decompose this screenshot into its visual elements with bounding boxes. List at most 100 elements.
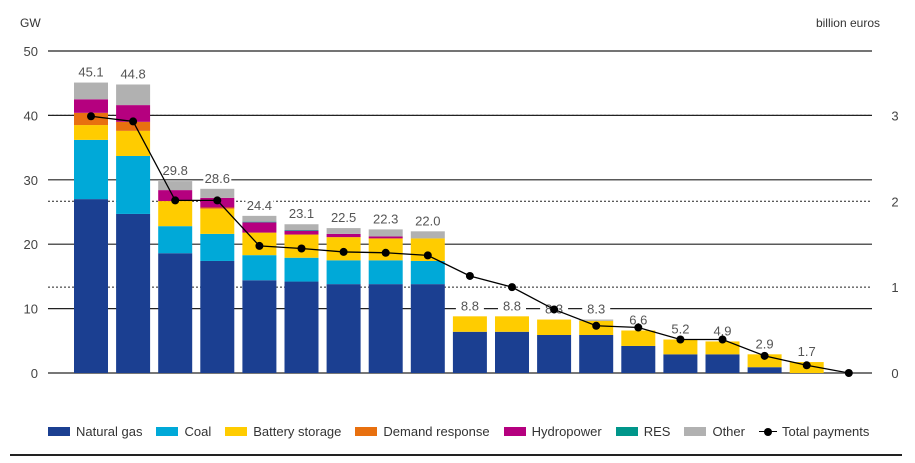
bar-segment-other [368,229,403,237]
legend-label: RES [643,424,671,439]
bar-segment-coal [326,260,361,285]
bar-segment-natural-gas [284,281,319,373]
bar-segment-other [326,228,361,234]
total-payments-point [465,271,474,280]
bar-segment-hydropower [284,230,319,235]
y-tick-label: 50 [24,44,38,59]
bar-total-label: 44.8 [120,66,145,81]
legend-swatch [503,427,526,436]
bar-segment-other [116,84,151,106]
bar-segment-natural-gas [452,331,487,373]
total-payments-point [87,112,95,121]
y2-tick-label: 2 [891,194,898,209]
legend-swatch [225,427,248,436]
bar-total-label: 22.5 [331,210,356,225]
legend-label: Coal [184,424,212,439]
bar-total-label: 8.8 [461,298,479,313]
bar-segment-battery-storage [537,319,572,336]
bar-segment-natural-gas [747,367,782,373]
bar-segment-battery-storage [621,330,656,346]
line-marker-icon [758,427,777,437]
bar-total-label: 6.6 [629,312,647,327]
y-tick-label: 30 [24,173,38,188]
bar-segment-natural-gas [116,213,151,373]
bar-segment-coal [116,155,151,214]
legend-label: Other [712,424,745,439]
legend-label: Hydropower [531,424,602,439]
bar-total-label: 8.8 [503,298,521,313]
bottom-rule [10,454,902,456]
data-label-bg [498,299,526,313]
bar-segment-natural-gas [200,260,235,373]
bar-segment-hydropower [158,190,193,202]
data-label-bg [77,65,105,79]
bar-segment-natural-gas [158,253,193,373]
bar-segment-hydropower [74,99,108,113]
data-label-bg [582,302,611,316]
legend-swatch [684,427,707,436]
total-payments-point [508,283,516,292]
legend-label: Total payments [781,424,870,439]
right-axis-unit: billion euros [815,16,880,30]
total-payments-point [592,321,601,330]
bar-segment-battery-storage [452,316,487,332]
left-axis-unit: GW [20,16,41,30]
bar-segment-other [74,82,108,100]
legend-item-res: RES [615,424,671,439]
bar-segment-natural-gas [579,335,614,373]
data-label-bg [624,313,653,327]
bar-segment-natural-gas [537,335,572,373]
bar-total-label: 1.7 [798,344,816,359]
total-payments-point [381,248,390,257]
legend-item-other: Other [684,424,745,439]
data-label-bg [750,337,779,351]
bar-segment-natural-gas [495,331,529,373]
bar-total-label: 29.8 [163,163,188,178]
legend-swatch [355,427,378,436]
total-payments-point [297,244,306,253]
bar-segment-other [242,215,277,222]
data-label-bg [119,67,148,81]
total-payments-point [844,369,853,377]
total-payments-point [718,335,727,344]
bar-segment-natural-gas [242,280,277,373]
bar-segment-coal [368,260,403,285]
bar-total-label: 22.0 [415,213,440,228]
bar-segment-natural-gas [621,345,656,373]
y-tick-label: 20 [24,237,38,252]
y-tick-label: 40 [24,108,38,123]
bar-total-label: 22.3 [373,211,398,226]
bar-total-label: 24.4 [247,198,272,213]
legend-label: Natural gas [76,424,143,439]
bar-segment-natural-gas [74,199,108,373]
total-payments-point [129,117,138,126]
bar-segment-battery-storage [495,316,529,332]
total-payments-point [213,196,222,205]
total-payments-point [634,323,643,332]
bar-segment-res [284,230,319,231]
bar-segment-res [242,221,277,223]
bar-segment-other [158,181,193,191]
data-label-bg [455,299,484,313]
data-label-bg [666,322,695,336]
bar-total-label: 5.2 [671,322,689,337]
y-tick-label: 10 [24,302,38,317]
bar-segment-natural-gas [326,284,361,373]
legend-item-total-payments: Total payments [758,424,870,439]
bar-segment-coal [242,255,277,281]
bar-segment-natural-gas [663,354,698,373]
bar-segment-coal [200,233,235,261]
data-label-bg [161,164,190,178]
bar-segment-natural-gas [705,354,740,373]
data-label-bg [371,212,400,226]
data-label-bg [245,198,274,212]
y2-tick-label: 1 [891,280,898,295]
chart-plot: 0 10 20 30 40 50 0 1 2 3 45.1 44.8 29.8 28.6 24.4 23.1 2… [24,44,899,381]
total-payments-point [760,351,769,360]
data-label-bg [413,214,442,228]
bar-total-label: 28.6 [205,171,230,186]
bar-segment-battery-storage [705,341,740,355]
bar-segment-battery-storage [158,201,193,227]
bar-segment-other [284,224,319,231]
bar-segment-hydropower [326,233,361,238]
